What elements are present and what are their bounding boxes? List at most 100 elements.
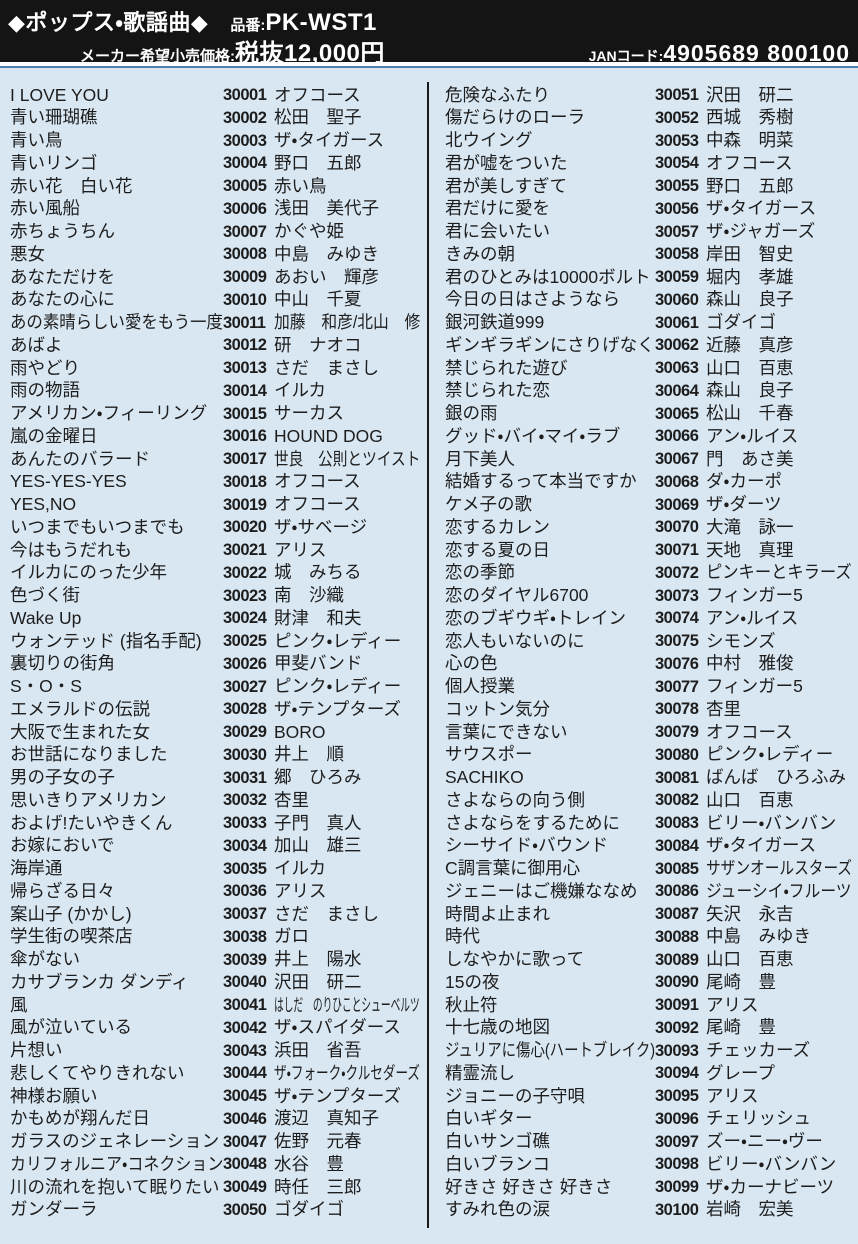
song-row: 好きさ 好きさ 好きさ 30099 ザ・カーナビーツ bbox=[429, 1176, 858, 1199]
jan-code: JANコード: 4905689 800100 bbox=[589, 40, 850, 67]
song-artist: ザ・ジャガーズ bbox=[706, 221, 816, 242]
song-title: 恋のブギウギ・トレイン bbox=[445, 607, 626, 628]
song-title: コットン気分 bbox=[445, 698, 550, 719]
song-row: 恋のダイヤル6700 30073 フィンガー5 bbox=[429, 585, 858, 608]
song-number: 30091 bbox=[655, 996, 699, 1015]
song-artist: ピンク・レディー bbox=[274, 676, 402, 697]
song-number: 30004 bbox=[223, 154, 267, 173]
song-artist: HOUND DOG bbox=[274, 425, 383, 446]
song-title: 個人授業 bbox=[445, 676, 515, 697]
song-number: 30074 bbox=[655, 609, 699, 628]
song-number: 30006 bbox=[223, 199, 267, 218]
song-list-right: 危険なふたり 30051 沢田 研二 傷だらけのローラ 30052 西城 秀樹 北ウイング 3… bbox=[429, 68, 858, 1244]
song-artist: ガロ bbox=[274, 926, 309, 947]
song-artist: 子門 真人 bbox=[274, 812, 362, 833]
song-number: 30078 bbox=[655, 700, 699, 719]
song-row: 青いリンゴ 30004 野口 五郎 bbox=[0, 152, 429, 175]
song-artist: オフコース bbox=[274, 494, 361, 515]
song-artist: 近藤 真彦 bbox=[706, 334, 794, 355]
song-number: 30046 bbox=[223, 1109, 267, 1128]
song-artist: ゴダイゴ bbox=[706, 312, 776, 333]
song-number: 30026 bbox=[223, 654, 267, 673]
song-title: 青い珊瑚礁 bbox=[10, 107, 98, 128]
song-number: 30086 bbox=[655, 882, 699, 901]
song-number: 30038 bbox=[223, 927, 267, 946]
song-row: 恋するカレン 30070 大滝 詠一 bbox=[429, 516, 858, 539]
song-list-left: I LOVE YOU 30001 オフコース 青い珊瑚礁 30002 松田 聖子 青い鳥 30… bbox=[0, 68, 429, 1244]
song-row: ギンギラギンにさりげなく 30062 近藤 真彦 bbox=[429, 334, 858, 357]
song-row: シーサイド・バウンド 30084 ザ・タイガース bbox=[429, 835, 858, 858]
song-artist: アリス bbox=[274, 539, 327, 560]
song-artist: 城 みちる bbox=[274, 562, 362, 583]
song-artist: 世良 公則とツイスト bbox=[274, 448, 421, 469]
song-number: 30024 bbox=[223, 609, 267, 628]
song-artist: ザ・ダーツ bbox=[706, 494, 782, 515]
song-title: 赤い花 白い花 bbox=[10, 175, 133, 196]
song-row: 色づく街 30023 南 沙織 bbox=[0, 585, 429, 608]
song-row: ジェニーはご機嫌ななめ 30086 ジューシイ・フルーツ bbox=[429, 880, 858, 903]
song-number: 30079 bbox=[655, 723, 699, 742]
song-title: ケメ子の歌 bbox=[445, 494, 532, 515]
song-artist: オフコース bbox=[706, 152, 793, 173]
song-title: 恋の季節 bbox=[445, 562, 515, 583]
song-row: ケメ子の歌 30069 ザ・ダーツ bbox=[429, 494, 858, 517]
song-number: 30050 bbox=[223, 1200, 267, 1219]
song-title: 悲しくてやりきれない bbox=[10, 1062, 185, 1083]
song-number: 30067 bbox=[655, 450, 699, 469]
song-artist: 甲斐バンド bbox=[274, 653, 363, 674]
song-row: 恋する夏の日 30071 天地 真理 bbox=[429, 539, 858, 562]
song-row: アメリカン・フィーリング 30015 サーカス bbox=[0, 403, 429, 426]
song-artist: 尾崎 豊 bbox=[706, 971, 776, 992]
song-row: 傘がない 30039 井上 陽水 bbox=[0, 949, 429, 972]
song-number: 30039 bbox=[223, 950, 267, 969]
song-row: 片想い 30043 浜田 省吾 bbox=[0, 1040, 429, 1063]
song-row: 傷だらけのローラ 30052 西城 秀樹 bbox=[429, 107, 858, 130]
song-title: アメリカン・フィーリング bbox=[10, 403, 208, 424]
song-number: 30040 bbox=[223, 973, 267, 992]
song-number: 30031 bbox=[223, 768, 267, 787]
song-number: 30009 bbox=[223, 268, 267, 287]
jan-code-label: JANコード: bbox=[588, 48, 664, 64]
song-artist: ザ・サベージ bbox=[274, 516, 368, 537]
song-artist: 野口 五郎 bbox=[274, 152, 362, 173]
song-row: 神様お願い 30045 ザ・テンプターズ bbox=[0, 1085, 429, 1108]
song-title: 時代 bbox=[445, 926, 480, 947]
song-number: 30099 bbox=[655, 1178, 699, 1197]
header-separator-white bbox=[0, 62, 858, 66]
header-price-row: メーカー希望小売価格: 税抜12,000円 JANコード: 4905689 80… bbox=[0, 33, 850, 68]
song-number: 30095 bbox=[655, 1087, 699, 1106]
song-row: すみれ色の涙 30100 岩崎 宏美 bbox=[429, 1199, 858, 1222]
song-artist: 浜田 省吾 bbox=[274, 1040, 362, 1061]
song-title: 思いきりアメリカン bbox=[10, 789, 167, 810]
song-title: 禁じられた恋 bbox=[445, 380, 550, 401]
song-artist: ザ・タイガース bbox=[706, 198, 817, 219]
song-artist: オフコース bbox=[706, 721, 793, 742]
song-title: イルカにのった少年 bbox=[10, 562, 167, 583]
header-title-row: ◆ポップス・歌謡曲◆ 品番: PK-WST1 bbox=[8, 5, 377, 37]
song-row: 君が嘘をついた 30054 オフコース bbox=[429, 152, 858, 175]
song-title: お世話になりました bbox=[10, 744, 168, 765]
song-artist: チェッカーズ bbox=[706, 1040, 811, 1061]
song-row: 案山子 (かかし) 30037 さだ まさし bbox=[0, 903, 429, 926]
song-number: 30030 bbox=[223, 745, 267, 764]
song-number: 30033 bbox=[223, 814, 267, 833]
song-title: 川の流れを抱いて眠りたい bbox=[10, 1176, 220, 1197]
song-row: 15の夜 30090 尾崎 豊 bbox=[429, 971, 858, 994]
song-artist: 時任 三郎 bbox=[274, 1176, 362, 1197]
song-number: 30075 bbox=[655, 632, 699, 651]
song-artist: 加山 雄三 bbox=[274, 835, 362, 856]
song-number: 30047 bbox=[223, 1132, 267, 1151]
song-artist: シモンズ bbox=[706, 630, 776, 651]
song-title: 雨やどり bbox=[10, 357, 80, 378]
song-number: 30052 bbox=[655, 108, 699, 127]
song-number: 30034 bbox=[223, 836, 267, 855]
song-artist: ザ・カーナビーツ bbox=[706, 1176, 835, 1197]
song-title: ジェニーはご機嫌ななめ bbox=[445, 880, 638, 901]
song-title: 銀の雨 bbox=[445, 403, 498, 424]
song-row: 男の子女の子 30031 郷 ひろみ bbox=[0, 767, 429, 790]
song-artist: ザ・タイガース bbox=[706, 835, 817, 856]
song-row: ガンダーラ 30050 ゴダイゴ bbox=[0, 1199, 429, 1222]
song-title: 学生街の喫茶店 bbox=[10, 926, 133, 947]
song-artist: 矢沢 永吉 bbox=[706, 903, 794, 924]
song-number: 30083 bbox=[655, 814, 699, 833]
